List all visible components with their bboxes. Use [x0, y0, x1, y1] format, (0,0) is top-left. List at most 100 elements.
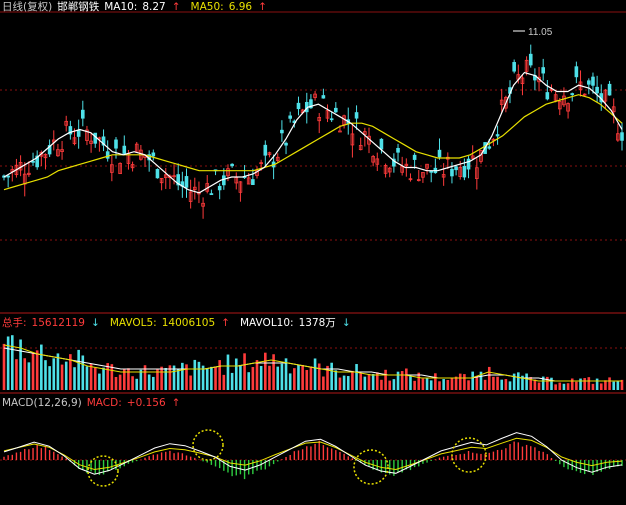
- highlight-circle: [87, 455, 119, 487]
- volume-bar: [487, 366, 491, 390]
- volume-bar: [392, 379, 396, 390]
- candle-body: [334, 107, 338, 113]
- volume-bar: [421, 378, 425, 390]
- volume-panel: [2, 335, 624, 390]
- candle-body: [408, 178, 413, 181]
- highlight-circle: [192, 429, 224, 461]
- stock-name: 邯郸钢铁: [57, 1, 100, 13]
- volume-bar: [317, 363, 321, 390]
- candle-body: [450, 168, 454, 177]
- volume-bar: [131, 376, 134, 390]
- candle-body: [582, 93, 587, 96]
- volume-bar: [533, 379, 537, 390]
- ma10-line: [3, 71, 623, 194]
- volume-bar: [405, 368, 408, 390]
- macd-label: MACD: +0.156 ↑: [87, 397, 186, 409]
- candle-body: [35, 155, 39, 168]
- candle-body: [392, 158, 396, 167]
- candle-body: [105, 151, 110, 159]
- highlight-circle: [353, 449, 389, 485]
- volume-bar: [525, 373, 528, 390]
- volume-bar: [396, 371, 400, 390]
- volume-bar: [52, 358, 56, 390]
- volume-bar: [247, 372, 251, 390]
- candle-body: [350, 133, 355, 146]
- candle-body: [122, 145, 127, 154]
- candle-body: [545, 92, 550, 100]
- volume-bar: [106, 363, 109, 390]
- volume-bar: [193, 359, 197, 390]
- volume-bar: [127, 368, 130, 390]
- candle-body: [387, 167, 392, 173]
- candle-body: [557, 101, 562, 110]
- volume-bar: [276, 366, 280, 390]
- volume-bar: [463, 374, 466, 390]
- mavol10-arrow: ↓: [341, 317, 351, 329]
- volume-bar: [326, 365, 329, 390]
- volume-bar: [27, 362, 31, 390]
- candle-body: [184, 176, 189, 188]
- volume-bar: [222, 374, 226, 390]
- ma50-key: MA50:: [190, 1, 224, 13]
- candle-body: [587, 80, 591, 85]
- volume-bar: [293, 368, 296, 390]
- mavol5-label: MAVOL5: 14006105 ↑: [110, 317, 235, 329]
- volume-bar: [322, 376, 325, 390]
- candle-body: [43, 153, 48, 159]
- candle-body: [251, 179, 255, 186]
- volume-bar: [429, 380, 433, 390]
- dea-line: [3, 437, 623, 471]
- macd-header: MACD(12,26,9) MACD: +0.156 ↑: [2, 396, 190, 410]
- candle-body: [458, 167, 463, 177]
- candle-body: [192, 186, 197, 191]
- highlight-circle: [451, 437, 487, 473]
- candle-body: [524, 59, 529, 72]
- volume-bar: [496, 376, 499, 390]
- candle-body: [591, 76, 595, 86]
- candle-body: [429, 170, 434, 173]
- candle-body: [595, 86, 599, 94]
- candle-body: [110, 164, 114, 173]
- volume-bar: [60, 364, 64, 390]
- candle-body: [64, 120, 69, 126]
- volume-bar: [425, 377, 429, 390]
- volume-bar: [446, 380, 450, 390]
- candle-body: [101, 136, 106, 146]
- volume-bar: [272, 354, 275, 390]
- volume-bar: [118, 374, 122, 390]
- volume-bar: [259, 365, 263, 390]
- volume-bar: [388, 380, 392, 390]
- volume-bar: [44, 360, 47, 390]
- volume-bar: [201, 365, 205, 390]
- volume-bar: [384, 369, 387, 390]
- volume-bar: [587, 377, 591, 390]
- volume-bar: [77, 349, 80, 390]
- candle-body: [499, 99, 504, 105]
- grid-lines: [0, 11, 626, 461]
- volume-bar: [371, 374, 375, 390]
- macd-key: MACD:: [86, 397, 122, 409]
- volume-bar: [15, 359, 18, 390]
- candle-body: [321, 95, 326, 99]
- volume-bar: [570, 378, 574, 390]
- volume-bar: [301, 364, 304, 390]
- volume-header: 总手: 15612119 ↓ MAVOL5: 14006105 ↑ MAVOL10: 1378…: [2, 316, 361, 330]
- candle-body: [512, 62, 516, 72]
- candle-body: [72, 137, 77, 145]
- candle-body: [313, 93, 317, 98]
- candle-body: [226, 168, 230, 177]
- candle-body: [209, 193, 214, 196]
- volume-bar: [93, 367, 97, 390]
- mavol5-key: MAVOL5:: [109, 317, 157, 329]
- candle-body: [238, 181, 243, 193]
- candle-body: [400, 166, 404, 173]
- candle-body: [130, 164, 135, 169]
- volume-bar: [48, 366, 51, 390]
- candle-body: [495, 134, 500, 137]
- volume-bar: [185, 364, 188, 390]
- candle-body: [217, 185, 222, 191]
- candle-body: [470, 155, 475, 159]
- candle-body: [611, 106, 616, 113]
- candle-body: [466, 158, 471, 170]
- volume-bar: [35, 350, 39, 390]
